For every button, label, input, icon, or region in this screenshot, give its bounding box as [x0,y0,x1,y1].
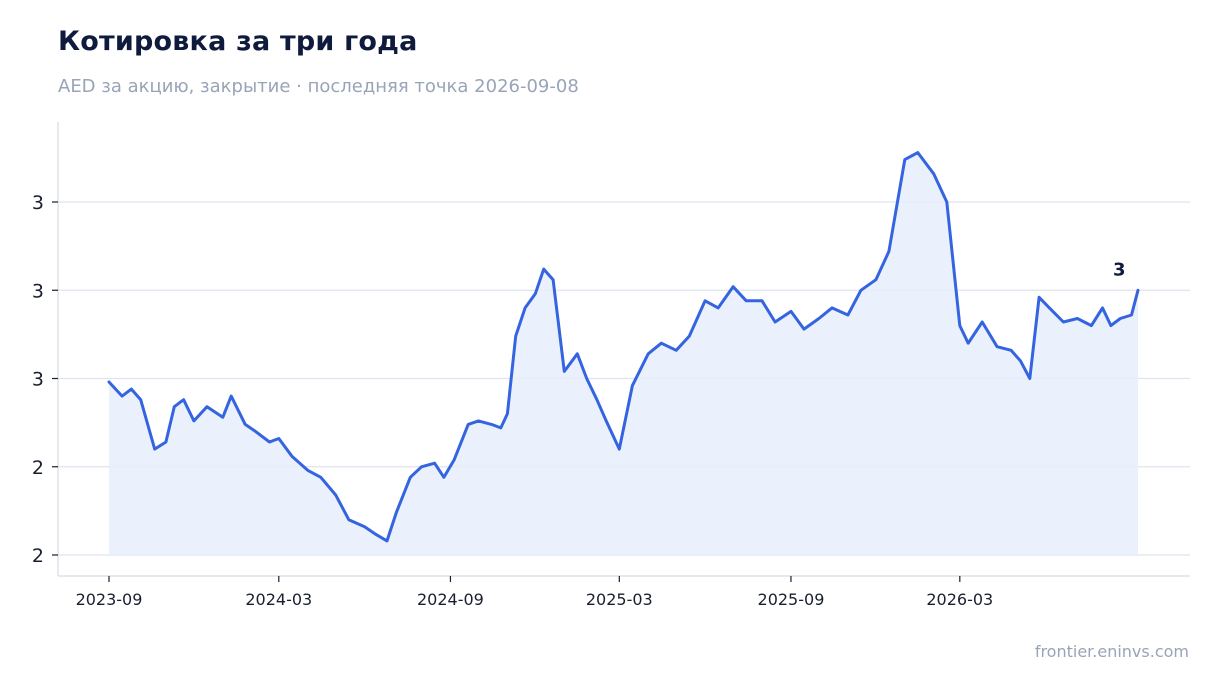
x-tick-label: 2026-03 [926,590,993,609]
x-tick-label: 2025-03 [586,590,653,609]
y-tick-label: 2 [32,545,44,567]
x-tick-label: 2024-09 [417,590,484,609]
x-tick-label: 2025-09 [758,590,825,609]
last-value-label: 3 [1113,259,1126,280]
y-tick-label: 3 [32,280,44,302]
y-tick-label: 2 [32,457,44,479]
price-series-line [107,151,1140,543]
chart-title: Котировка за три года [58,26,418,57]
source-credit: frontier.eninvs.com [1034,642,1189,661]
x-tick-label: 2024-03 [245,590,312,609]
y-axis-ticks: 2 2 3 3 3 [32,192,58,567]
x-tick-label: 2023-09 [76,590,143,609]
x-axis-ticks: 2023-09 2024-03 2024-09 2025-03 2025-09 2026-… [76,576,993,609]
y-tick-label: 3 [32,369,44,391]
price-area-fill [109,152,1138,555]
y-tick-label: 3 [32,192,44,214]
chart-subtitle: AED за акцию, закрытие · последняя точка… [58,76,579,97]
